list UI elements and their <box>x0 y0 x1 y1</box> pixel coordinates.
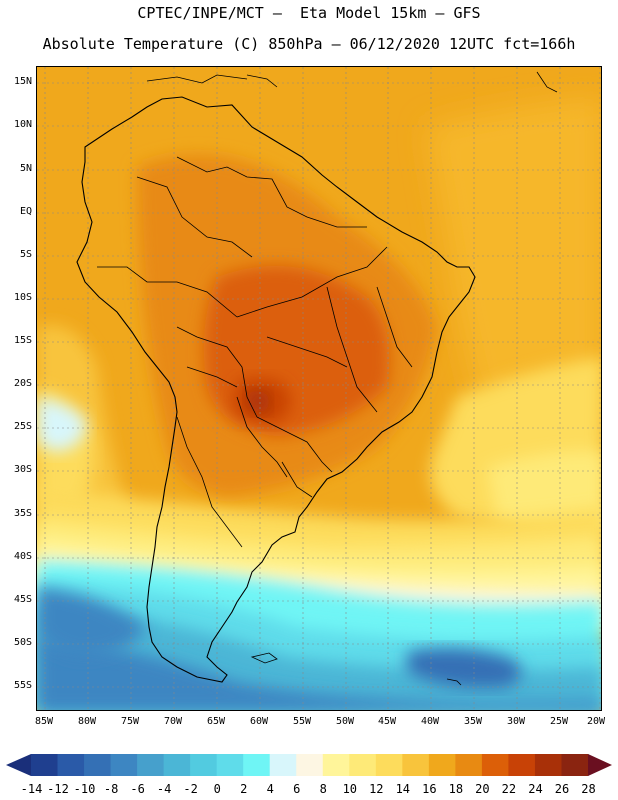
lon-label-70w: 70W <box>163 716 183 727</box>
lat-label-10s: 10S <box>13 292 32 303</box>
lat-label-eq: EQ <box>19 206 32 217</box>
colorbar-cell <box>110 754 138 776</box>
colorbar-cell <box>481 754 509 776</box>
colorbar-label: -2 <box>183 782 198 796</box>
temperature-map[interactable] <box>36 66 602 711</box>
lon-label-85w: 85W <box>34 716 54 727</box>
field-neg4-cold <box>37 637 601 710</box>
colorbar-cell <box>455 754 483 776</box>
country-borders <box>97 156 413 548</box>
lat-label-20s: 20S <box>13 378 32 389</box>
colorbar-cell <box>402 754 430 776</box>
field-6-west-blob <box>37 397 87 452</box>
colorbar-left-arrow <box>6 754 31 776</box>
colorbar-label: 14 <box>395 782 411 796</box>
lat-label-5n: 5N <box>19 163 32 174</box>
colorbar-label: 18 <box>448 782 464 796</box>
field-14-east <box>427 97 601 427</box>
lat-label-15n: 15N <box>13 76 32 87</box>
colorbar-label: 22 <box>501 782 517 796</box>
lat-label-30s: 30S <box>13 464 32 475</box>
lon-label-20w: 20W <box>586 716 606 727</box>
lat-label-40s: 40S <box>13 551 32 562</box>
colorbar-label: 28 <box>581 782 596 796</box>
lon-label-25w: 25W <box>549 716 569 727</box>
lon-label-55w: 55W <box>292 716 312 727</box>
colorbar-cell <box>163 754 191 776</box>
colorbar-cell <box>534 754 562 776</box>
colorbar-cell <box>428 754 456 776</box>
colorbar-label: 24 <box>528 782 543 796</box>
colorbar-label: -4 <box>156 782 172 796</box>
lon-label-35w: 35W <box>463 716 483 727</box>
colorbar-cell <box>243 754 271 776</box>
lon-label-50w: 50W <box>335 716 355 727</box>
colorbar-right-arrow <box>588 754 612 776</box>
colorbar-label: -10 <box>73 782 96 796</box>
colorbar-cells <box>31 754 589 776</box>
colorbar-cell <box>269 754 297 776</box>
lon-label-30w: 30W <box>506 716 526 727</box>
colorbar-cell <box>349 754 377 776</box>
lon-label-45w: 45W <box>377 716 397 727</box>
field-neg4-sw <box>37 587 147 657</box>
lon-label-75w: 75W <box>120 716 140 727</box>
colorbar-label: 10 <box>342 782 358 796</box>
colorbar-label: 12 <box>369 782 384 796</box>
colorbar-label: 8 <box>319 782 327 796</box>
lon-label-60w: 60W <box>249 716 269 727</box>
lat-label-25s: 25S <box>13 421 32 432</box>
falkland-islands <box>250 652 278 664</box>
colorbar-label: 16 <box>422 782 437 796</box>
lon-label-40w: 40W <box>420 716 440 727</box>
lat-label-10n: 10N <box>13 119 32 130</box>
coastline-south-america <box>76 96 476 683</box>
colorbar-cell <box>508 754 536 776</box>
colorbar-cell <box>137 754 165 776</box>
colorbar-label: -14 <box>20 782 43 796</box>
lat-label-5s: 5S <box>19 249 32 260</box>
title-line-2: Absolute Temperature (C) 850hPa – 06/12/… <box>42 35 576 53</box>
colorbar-label: -8 <box>103 782 119 796</box>
lon-label-80w: 80W <box>77 716 97 727</box>
field-neg6-east-blob <box>407 648 522 688</box>
lat-label-50s: 50S <box>13 637 32 648</box>
colorbar-cell <box>31 754 59 776</box>
title-line-1: CPTEC/INPE/MCT – Eta Model 15km – GFS <box>137 4 481 22</box>
colorbar-label: -12 <box>47 782 69 796</box>
colorbar-label: 20 <box>475 782 490 796</box>
colorbar-cell <box>190 754 218 776</box>
colorbar-cell <box>375 754 403 776</box>
colorbar-cell <box>57 754 85 776</box>
lat-label-55s: 55S <box>13 680 32 691</box>
colorbar-label: 0 <box>213 782 221 796</box>
colorbar-label: 2 <box>240 782 248 796</box>
colorbar-cell <box>561 754 589 776</box>
colorbar-cell <box>296 754 324 776</box>
colorbar-cell <box>322 754 350 776</box>
colorbar-label: 4 <box>266 782 274 796</box>
lat-label-35s: 35S <box>13 508 32 519</box>
south-georgia <box>446 678 462 686</box>
colorbar-label: -6 <box>130 782 145 796</box>
caribbean-islands <box>146 71 558 93</box>
graticule <box>37 67 601 710</box>
field-24-core <box>247 390 270 413</box>
lat-label-45s: 45S <box>13 594 32 605</box>
colorbar-label: 26 <box>554 782 570 796</box>
colorbar-label: 6 <box>293 782 301 796</box>
colorbar <box>6 754 612 776</box>
lat-label-15s: 15S <box>13 335 32 346</box>
colorbar-cell <box>216 754 244 776</box>
map-canvas <box>37 67 601 710</box>
colorbar-cell <box>84 754 112 776</box>
lon-label-65w: 65W <box>206 716 226 727</box>
